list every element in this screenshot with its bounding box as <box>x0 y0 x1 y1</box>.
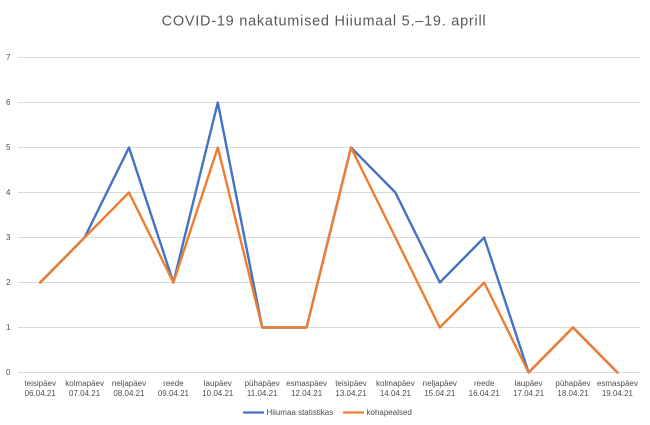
svg-text:reede: reede <box>474 379 495 388</box>
svg-text:07.04.21: 07.04.21 <box>69 389 101 398</box>
svg-text:reede: reede <box>163 379 184 388</box>
svg-text:1: 1 <box>6 323 11 332</box>
svg-text:5: 5 <box>6 143 11 152</box>
svg-text:neljapäev: neljapäev <box>423 379 457 388</box>
svg-text:19.04.21: 19.04.21 <box>602 389 634 398</box>
svg-text:18.04.21: 18.04.21 <box>557 389 589 398</box>
svg-text:09.04.21: 09.04.21 <box>158 389 190 398</box>
svg-text:6: 6 <box>6 98 11 107</box>
svg-text:pühapäev: pühapäev <box>555 379 590 388</box>
svg-text:Hiiumaa statistikas: Hiiumaa statistikas <box>267 408 334 417</box>
svg-text:2: 2 <box>6 278 11 287</box>
svg-text:laupäev: laupäev <box>204 379 232 388</box>
svg-text:laupäev: laupäev <box>515 379 543 388</box>
svg-text:esmaspäev: esmaspäev <box>597 379 638 388</box>
svg-text:COVID-19 nakatumised Hiiumaal: COVID-19 nakatumised Hiiumaal 5.–19. apr… <box>162 14 487 30</box>
svg-text:teisipäev: teisipäev <box>335 379 367 388</box>
svg-text:kolmapäev: kolmapäev <box>65 379 104 388</box>
svg-text:3: 3 <box>6 233 11 242</box>
svg-text:esmaspäev: esmaspäev <box>286 379 327 388</box>
svg-text:08.04.21: 08.04.21 <box>113 389 145 398</box>
svg-text:12.04.21: 12.04.21 <box>291 389 323 398</box>
svg-text:17.04.21: 17.04.21 <box>513 389 545 398</box>
svg-text:10.04.21: 10.04.21 <box>202 389 234 398</box>
svg-text:pühapäev: pühapäev <box>245 379 280 388</box>
svg-text:teisipäev: teisipäev <box>24 379 56 388</box>
svg-text:7: 7 <box>6 53 11 62</box>
svg-text:kohapealsed: kohapealsed <box>367 408 412 417</box>
svg-text:16.04.21: 16.04.21 <box>469 389 501 398</box>
svg-text:14.04.21: 14.04.21 <box>380 389 412 398</box>
svg-text:4: 4 <box>6 188 11 197</box>
svg-text:15.04.21: 15.04.21 <box>424 389 456 398</box>
svg-text:13.04.21: 13.04.21 <box>335 389 367 398</box>
svg-text:kolmapäev: kolmapäev <box>376 379 415 388</box>
svg-text:neljapäev: neljapäev <box>112 379 146 388</box>
svg-text:11.04.21: 11.04.21 <box>247 389 278 398</box>
svg-text:0: 0 <box>6 368 11 377</box>
svg-text:06.04.21: 06.04.21 <box>25 389 57 398</box>
